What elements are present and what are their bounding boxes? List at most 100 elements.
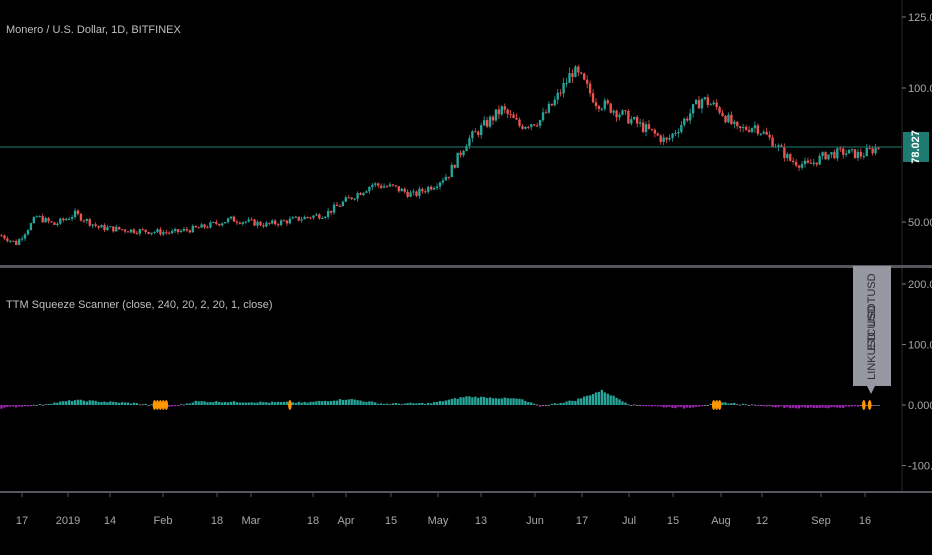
candle-body [603,100,606,109]
candle-body [583,73,586,80]
histogram-bar [53,402,56,405]
candle-body [497,109,501,115]
squeeze-dot [862,400,866,410]
candle-body [347,197,350,199]
candle-body [459,152,462,156]
candle-body [212,221,215,223]
histogram-bar [212,402,215,405]
candle-body [126,231,130,233]
candle-body [203,224,206,228]
histogram-bar [38,403,41,405]
candle-body [371,184,374,188]
histogram-bar [874,405,877,406]
histogram-bar [377,403,380,405]
indicator-panel-title[interactable]: TTM Squeeze Scanner (close, 240, 20, 2, … [6,299,273,311]
candle-body [232,216,236,222]
histogram-bar [276,401,280,405]
candle-body [259,221,262,226]
histogram-bar [809,405,813,408]
histogram-bar [400,404,403,406]
time-axis[interactable]: 17 2019 14 Feb 18 Mar 18 Apr 15 May 13 Jun 17 Jul 15 Au… [16,493,871,527]
price-panel-title[interactable]: Monero / U.S. Dollar, 1D, BITFINEX [6,24,181,36]
candle-body [29,223,33,231]
histogram-bar [312,401,315,405]
candle-body [562,82,565,94]
histogram-bar [591,394,595,405]
candle-body [82,220,86,222]
candle-body [306,216,309,218]
histogram-bar [391,403,395,405]
candle-body [477,131,480,136]
candle-body [633,117,636,120]
candle-body [265,222,268,227]
histogram-bar [382,403,386,405]
candle-body [271,220,274,224]
histogram-bar [427,402,430,405]
candle-body [141,229,144,231]
candle-body [544,112,548,114]
candle-body [200,224,203,228]
histogram-bar [877,405,880,406]
histogram-bar [341,399,345,405]
histogram-bar [480,396,483,405]
histogram-bar [438,400,442,405]
histogram-bar [215,401,218,405]
candle-body [653,129,657,134]
candle-body [288,218,292,224]
squeeze-dot [714,400,719,410]
histogram-bar [235,402,239,405]
candle-body [197,227,200,229]
price-axis-label: 50.000 [908,217,932,229]
candle-body [150,232,153,234]
histogram-bar [12,405,15,407]
time-axis-label: Jul [622,515,636,527]
histogram-bar [291,402,295,405]
histogram-bar [641,405,645,407]
histogram-bar [609,395,612,405]
candle-body [842,148,845,155]
histogram-bar [418,403,421,405]
candle-body [836,148,839,159]
histogram-bar [188,403,192,405]
candle-body [815,162,818,165]
candle-body [709,104,712,106]
histogram-bar [294,402,297,405]
histogram-bar [229,401,233,405]
histogram-bar [62,401,65,405]
histogram-bar [653,405,657,407]
histogram-bar [836,405,839,408]
histogram-bar [303,401,306,405]
candle-body [377,183,380,186]
candle-body [6,238,9,242]
candle-body [412,191,415,193]
histogram-bar [67,400,71,405]
histogram-bar [662,405,665,408]
candle-body [188,230,192,233]
squeeze-histogram [0,389,880,409]
histogram-bar [603,392,606,405]
indicator-axis[interactable]: 200.000 100.000 0.000 -100.000 [902,279,932,473]
candle-body [397,186,400,192]
histogram-bar [88,400,91,405]
candle-body [415,191,418,196]
candle-body [794,161,798,166]
candle-body [465,145,468,151]
histogram-bar [494,398,498,405]
panel-separator[interactable] [0,265,932,268]
histogram-bar [774,405,777,408]
histogram-bar [686,405,689,408]
price-axis[interactable]: 50.000 100.000 125.000 [902,12,932,229]
candle-body [182,229,186,231]
histogram-bar [768,405,771,406]
histogram-bar [371,401,374,405]
histogram-bar [306,402,309,405]
histogram-bar [544,405,548,406]
candle-body [118,226,121,230]
histogram-bar [335,400,339,405]
histogram-bar [556,403,559,405]
candle-body [480,125,483,136]
candle-body [482,120,486,126]
histogram-bar [109,401,112,405]
